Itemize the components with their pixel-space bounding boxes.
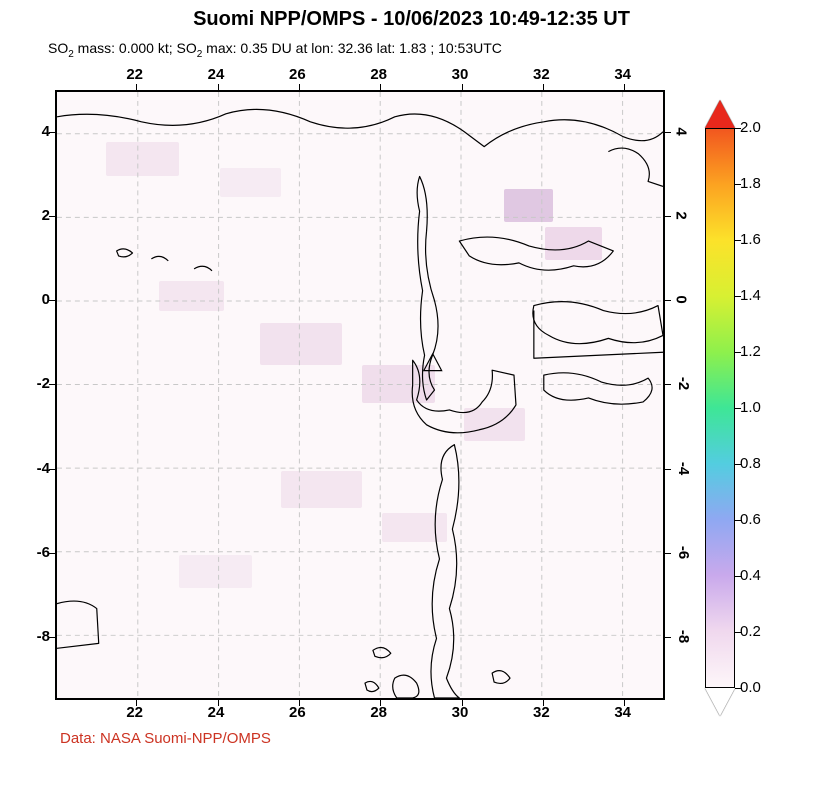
- colorbar-tick-label: 0.8: [740, 455, 761, 472]
- data-credit: Data: NASA Suomi-NPP/OMPS: [60, 730, 271, 747]
- lat-tick-label: -8: [675, 630, 692, 643]
- map-frame: [55, 90, 665, 700]
- colorbar-tick-label: 0.0: [740, 679, 761, 696]
- colorbar-min-triangle-icon: [705, 688, 735, 716]
- lon-tick-label: 24: [208, 704, 225, 721]
- lon-tick-label: 26: [289, 66, 306, 83]
- colorbar-tick-label: 1.6: [740, 231, 761, 248]
- grid-lines: [57, 92, 663, 698]
- colorbar-tick-label: 0.6: [740, 511, 761, 528]
- lat-tick-label: -2: [675, 377, 692, 390]
- lon-tick-label: 30: [452, 66, 469, 83]
- chart-title: Suomi NPP/OMPS - 10/06/2023 10:49-12:35 …: [0, 8, 823, 31]
- lon-tick-label: 34: [614, 66, 631, 83]
- lon-tick-label: 28: [370, 704, 387, 721]
- lon-tick-label: 24: [208, 66, 225, 83]
- colorbar-max-triangle-icon: [705, 100, 735, 128]
- lon-tick-label: 34: [614, 704, 631, 721]
- lon-tick-label: 28: [370, 66, 387, 83]
- lon-tick-label: 30: [452, 704, 469, 721]
- lat-tick-label: 4: [673, 127, 690, 135]
- lat-tick-label: 2: [30, 207, 50, 224]
- lon-tick-label: 26: [289, 704, 306, 721]
- colorbar-tick-label: 1.2: [740, 343, 761, 360]
- chart-subtitle: SO2 mass: 0.000 kt; SO2 max: 0.35 DU at …: [48, 40, 502, 60]
- colorbar-tick-label: 1.4: [740, 287, 761, 304]
- colorbar-tick-label: 0.2: [740, 623, 761, 640]
- lon-tick-label: 32: [533, 66, 550, 83]
- lat-tick-label: -8: [30, 628, 50, 645]
- colorbar-tick-label: 2.0: [740, 119, 761, 136]
- lon-tick-label: 32: [533, 704, 550, 721]
- lat-tick-label: 2: [673, 212, 690, 220]
- lat-tick-label: -4: [30, 460, 50, 477]
- lat-tick-label: 0: [673, 296, 690, 304]
- colorbar: [705, 128, 735, 688]
- lat-tick-label: -6: [30, 544, 50, 561]
- lat-tick-label: -4: [675, 461, 692, 474]
- colorbar-tick-label: 0.4: [740, 567, 761, 584]
- lat-tick-label: 0: [30, 291, 50, 308]
- map-svg: [57, 92, 663, 698]
- coast-lines: [57, 109, 663, 698]
- colorbar-tick-label: 1.0: [740, 399, 761, 416]
- lat-tick-label: -2: [30, 375, 50, 392]
- lat-tick-label: 4: [30, 123, 50, 140]
- lon-tick-label: 22: [126, 704, 143, 721]
- lon-tick-label: 22: [126, 66, 143, 83]
- colorbar-tick-label: 1.8: [740, 175, 761, 192]
- lat-tick-label: -6: [675, 546, 692, 559]
